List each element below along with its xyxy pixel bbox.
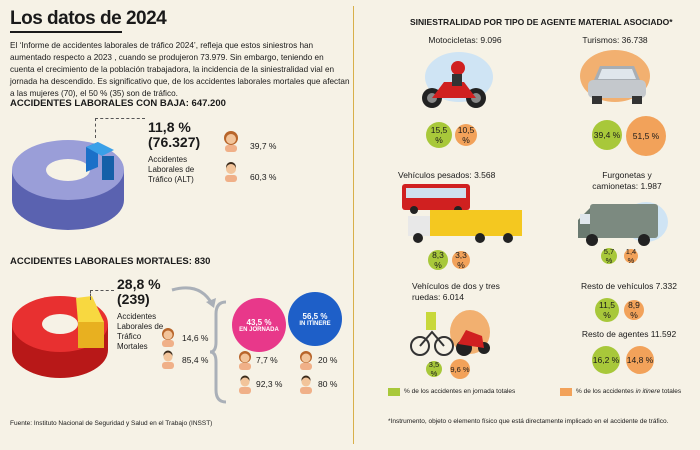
mortales-connector	[90, 290, 114, 300]
other-vehicles-green-pct: 11,5 %	[595, 298, 619, 322]
vehicle-label-car: Turismos: 36.738	[582, 35, 648, 45]
vehicle-label-other-agents: Resto de agentes 11.592	[581, 329, 677, 339]
other-agents-green-pct: 16,2 %	[592, 346, 620, 374]
car-green-pct: 39,4 %	[592, 120, 622, 150]
baja-donut-chart	[12, 140, 124, 230]
car-icon	[588, 66, 646, 104]
vehicle-label-van: Furgonetas y camionetas: 1.987	[592, 170, 662, 191]
moto-orange-pct: 10,5 %	[455, 124, 477, 146]
mortales-label: Accidentes Laborales de Tráfico Mortales	[117, 312, 164, 351]
van-orange-pct: 1,4 %	[624, 247, 638, 265]
legend-orange-swatch	[560, 388, 572, 396]
man-icon	[239, 375, 251, 394]
jornada-men-pct: 92,3 %	[256, 379, 283, 389]
intro-text: El ‘Informe de accidentes laborales de t…	[10, 41, 350, 98]
moto-green-pct: 15,5 %	[426, 122, 452, 148]
heavy-green-pct: 8,3 %	[428, 250, 448, 270]
woman-icon	[224, 131, 238, 152]
itinere-pct: 56,5 %	[302, 311, 328, 321]
van-icon	[578, 202, 668, 246]
itinere-circle: 56,5 % IN ITINERE	[288, 292, 342, 346]
two-wheel-green-pct: 3,5 %	[426, 360, 442, 378]
woman-icon	[239, 351, 251, 370]
truck-bus-icon	[402, 184, 522, 243]
other-agents-orange-pct: 14,8 %	[626, 346, 654, 374]
mortales-pct: 28,8 %	[117, 276, 161, 292]
baja-heading: ACCIDENTES LABORALES CON BAJA: 647.200	[10, 98, 226, 109]
mortales-men-pct: 85,4 %	[182, 355, 209, 365]
mortales-count: (239)	[117, 291, 150, 307]
baja-count: (76.327)	[148, 134, 201, 150]
baja-connector	[95, 118, 145, 138]
jornada-label: EN JORNADA	[239, 326, 279, 333]
itinere-women-pct: 20 %	[318, 355, 338, 365]
itinere-label: IN ITINERE	[299, 320, 331, 327]
vehicle-label-moto: Motocicletas: 9.096	[428, 35, 502, 45]
heavy-orange-pct: 3,3 %	[452, 250, 470, 270]
vehicle-label-heavy: Vehículos pesados: 3.568	[398, 170, 496, 180]
mortales-heading: ACCIDENTES LABORALES MORTALES: 830	[10, 256, 211, 267]
man-icon	[162, 350, 174, 369]
right-heading: SINIESTRALIDAD POR TIPO DE AGENTE MATERI…	[410, 17, 673, 27]
legend-orange-text: % de los accidentes in itinere totales	[576, 388, 682, 395]
itinere-men-pct: 80 %	[318, 379, 338, 389]
brace	[209, 300, 227, 404]
woman-icon	[162, 328, 174, 347]
baja-men-pct: 60,3 %	[250, 172, 277, 182]
man-icon	[300, 375, 312, 394]
other-vehicles-orange-pct: 8,9 %	[624, 300, 644, 320]
footnote-text: *Instrumento, objeto o elemento físico q…	[388, 418, 669, 425]
jornada-circle: 43,5 % EN JORNADA	[232, 298, 286, 352]
baja-pct: 11,8 %	[148, 119, 191, 135]
car-orange-pct: 51,5 %	[626, 116, 666, 156]
arrow-icon	[171, 286, 216, 308]
jornada-women-pct: 7,7 %	[256, 355, 278, 365]
jornada-pct: 43,5 %	[246, 317, 272, 327]
mortales-women-pct: 14,6 %	[182, 333, 209, 343]
vehicle-label-other-vehicles: Resto de vehículos 7.332	[581, 281, 677, 291]
source-text: Fuente: Instituto Nacional de Seguridad …	[10, 420, 213, 427]
vehicle-label-two-wheel: Vehículos de dos y tres ruedas: 6.014	[412, 281, 500, 302]
legend-green-swatch	[388, 388, 400, 396]
motorcycle-icon	[422, 61, 486, 108]
baja-label: Accidentes Laborales de Tráfico (ALT)	[148, 155, 195, 184]
mortales-donut-chart	[12, 296, 108, 378]
baja-women-pct: 39,7 %	[250, 141, 277, 151]
man-icon	[225, 162, 237, 182]
bikes-icon	[410, 310, 490, 356]
two-wheel-orange-pct: 9,6 %	[450, 359, 470, 379]
van-green-pct: 5,7 %	[601, 247, 617, 265]
column-divider	[353, 6, 354, 444]
title-underline	[10, 31, 122, 33]
woman-icon	[300, 351, 312, 370]
page-title: Los datos de 2024	[10, 8, 167, 29]
legend-green-text: % de los accidentes en jornada totales	[404, 388, 516, 395]
